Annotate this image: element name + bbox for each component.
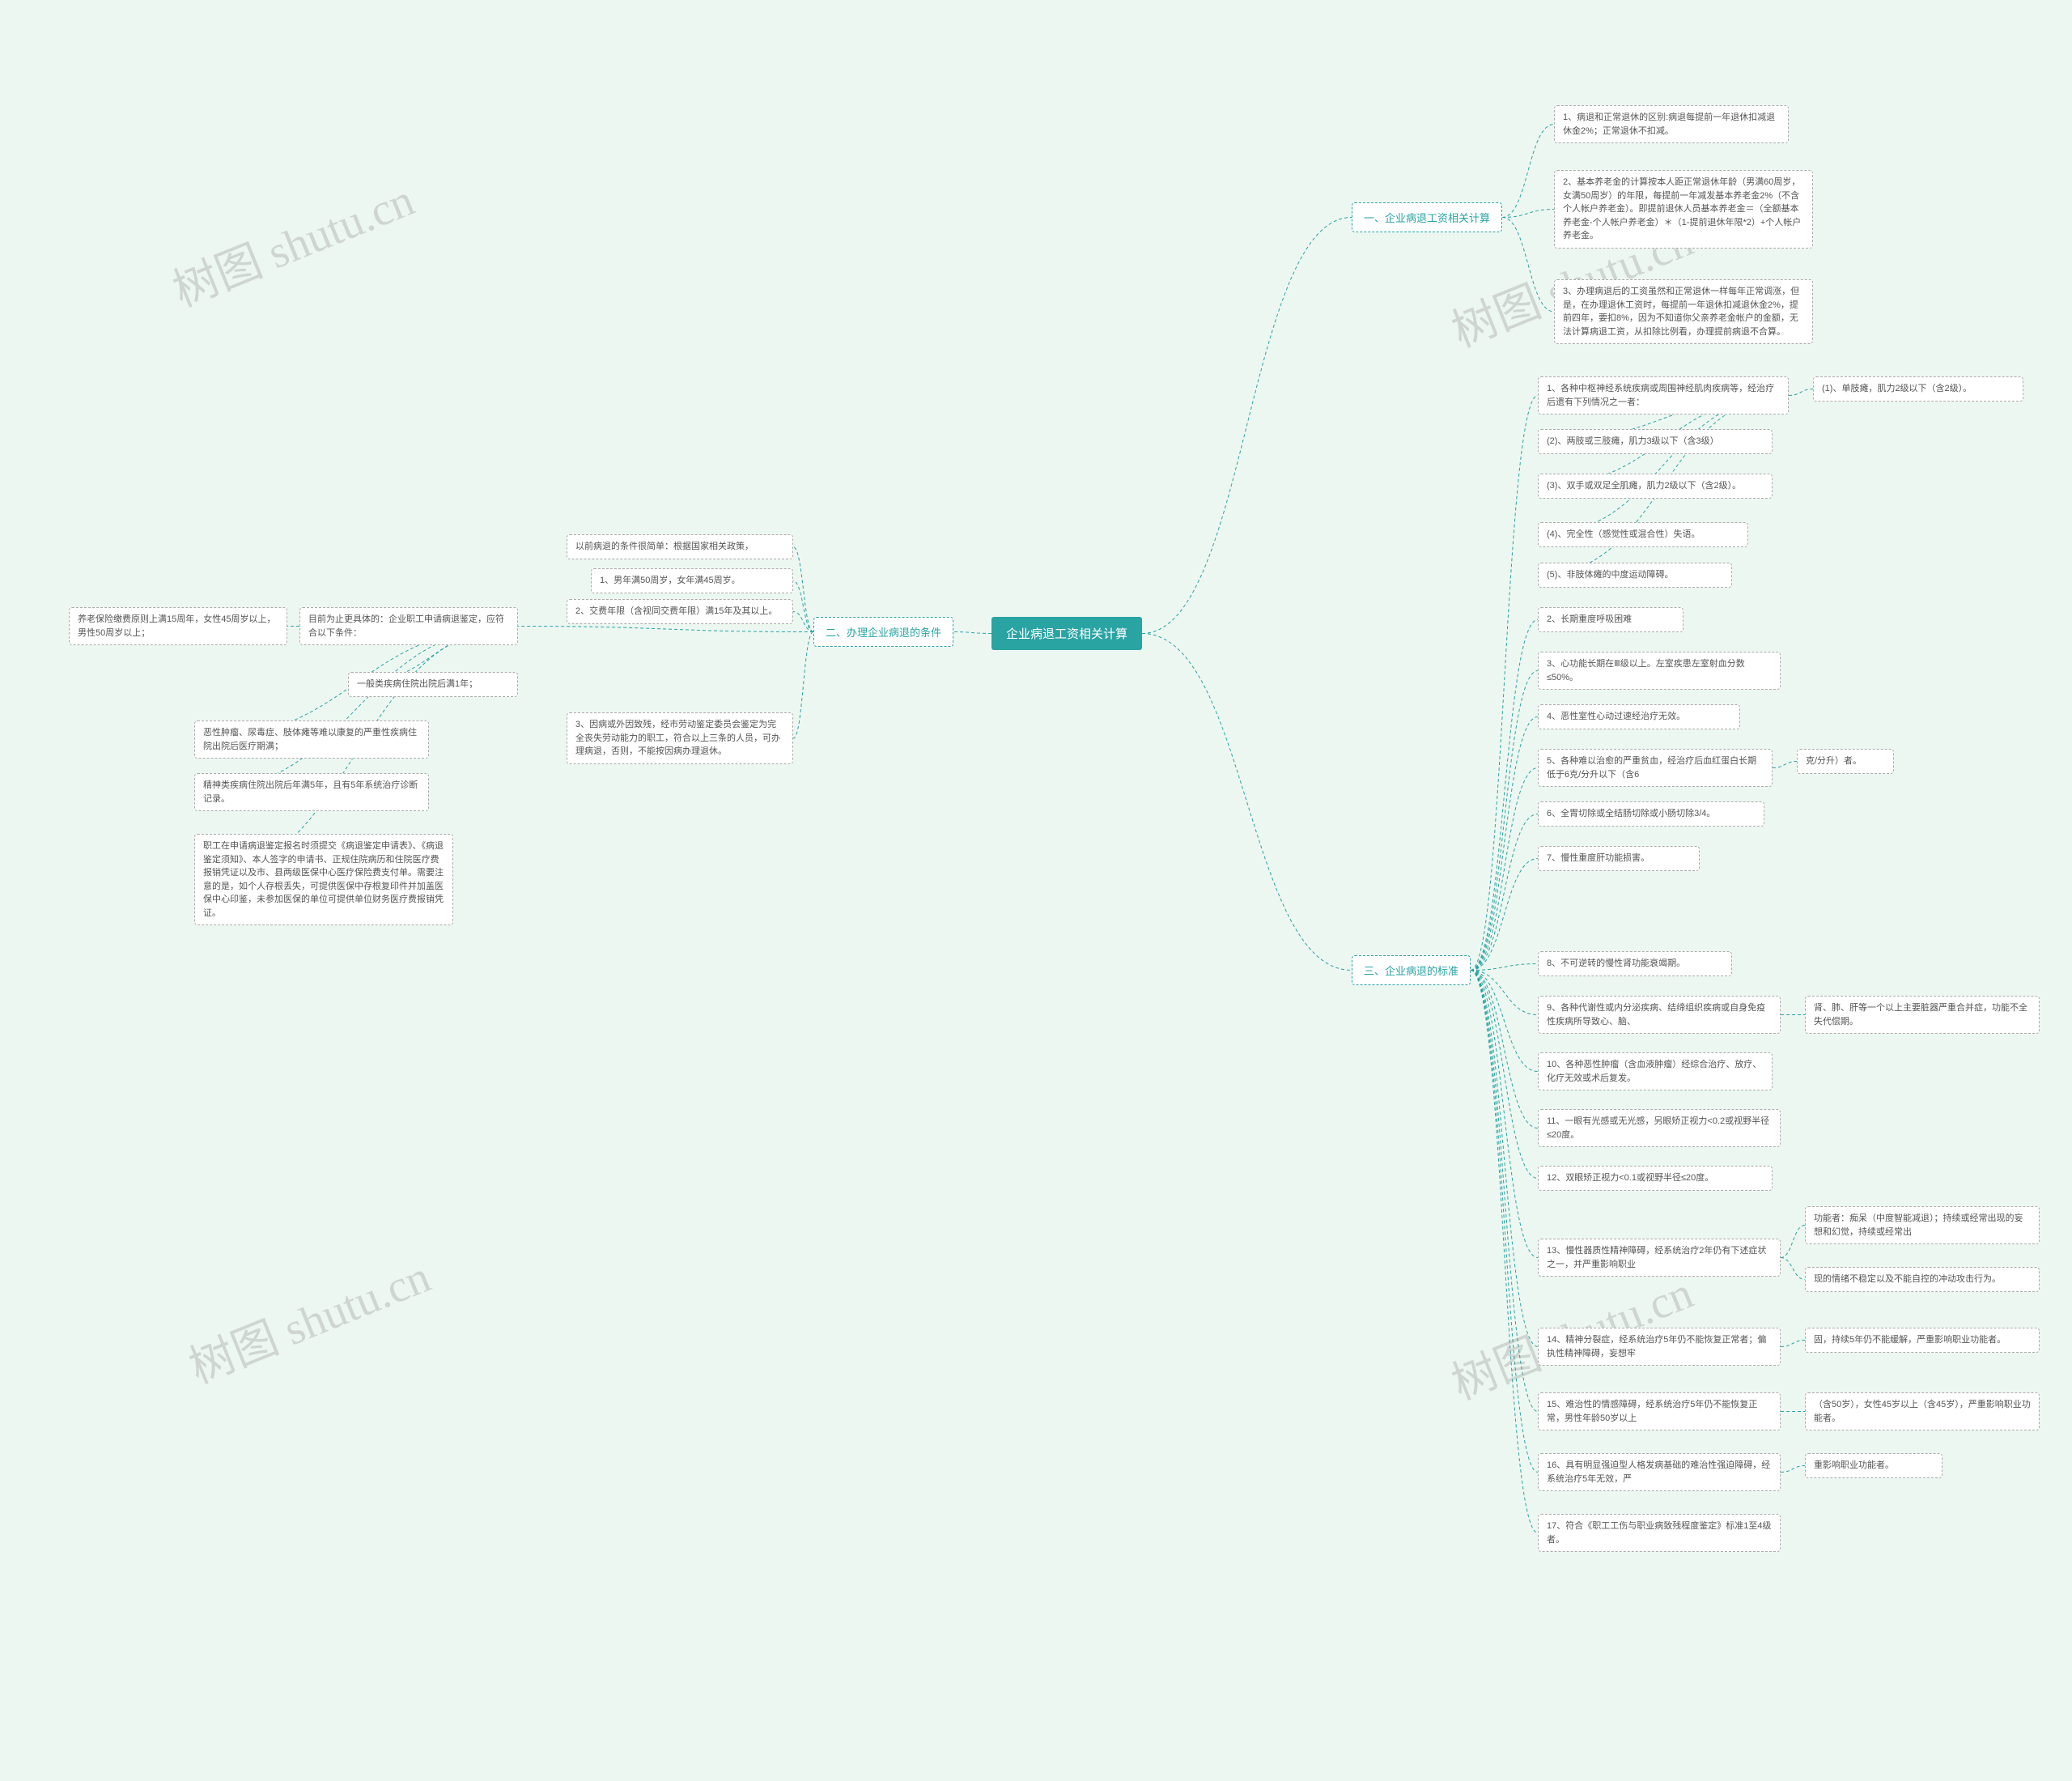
leaf-node: 16、具有明显强迫型人格发病基础的难治性强迫障碍，经系统治疗5年无效，严 xyxy=(1538,1453,1781,1491)
leaf-node: 5、各种难以治愈的严重贫血，经治疗后血红蛋白长期低于6克/分升以下（含6 xyxy=(1538,749,1773,787)
leaf-node: 6、全胃切除或全结肠切除或小肠切除3/4。 xyxy=(1538,801,1764,827)
leaf-node: 12、双眼矫正视力<0.1或视野半径≤20度。 xyxy=(1538,1166,1773,1191)
leaf-node: 目前为止更具体的：企业职工申请病退鉴定，应符合以下条件： xyxy=(299,607,518,645)
leaf-node: 固，持续5年仍不能缓解，严重影响职业功能者。 xyxy=(1805,1328,2040,1353)
leaf-node: 3、办理病退后的工资虽然和正常退休一样每年正常调涨，但是，在办理退休工资时，每提… xyxy=(1554,279,1813,344)
leaf-node: 功能者：痴呆（中度智能减退）；持续或经常出现的妄想和幻觉，持续或经常出 xyxy=(1805,1206,2040,1244)
branch-node: 二、办理企业病退的条件 xyxy=(813,617,953,647)
leaf-node: 精神类疾病住院出院后年满5年，且有5年系统治疗诊断记录。 xyxy=(194,773,429,811)
leaf-node: 养老保险缴费原则上满15周年，女性45周岁以上，男性50周岁以上； xyxy=(69,607,287,645)
leaf-node: 17、符合《职工工伤与职业病致残程度鉴定》标准1至4级者。 xyxy=(1538,1514,1781,1552)
leaf-node: 2、长期重度呼吸困难 xyxy=(1538,607,1684,632)
leaf-node: 13、慢性器质性精神障碍，经系统治疗2年仍有下述症状之一，并严重影响职业 xyxy=(1538,1239,1781,1277)
leaf-node: (4)、完全性（感觉性或混合性）失语。 xyxy=(1538,522,1748,547)
leaf-node: 15、难治性的情感障碍，经系统治疗5年仍不能恢复正常，男性年龄50岁以上 xyxy=(1538,1392,1781,1430)
leaf-node: 8、不可逆转的慢性肾功能衰竭期。 xyxy=(1538,951,1732,976)
leaf-node: 3、心功能长期在Ⅲ级以上。左室疾患左室射血分数≤50%。 xyxy=(1538,652,1781,690)
leaf-node: 1、病退和正常退休的区别:病退每提前一年退休扣减退休金2%；正常退休不扣减。 xyxy=(1554,105,1789,143)
leaf-node: 4、恶性室性心动过速经治疗无效。 xyxy=(1538,704,1740,729)
leaf-node: 1、各种中枢神经系统疾病或周围神经肌肉疾病等，经治疗后遗有下列情况之一者： xyxy=(1538,376,1789,414)
leaf-node: 11、一眼有光感或无光感，另眼矫正视力<0.2或视野半径≤20度。 xyxy=(1538,1109,1781,1147)
leaf-node: 一般类疾病住院出院后满1年； xyxy=(348,672,518,697)
leaf-node: 7、慢性重度肝功能损害。 xyxy=(1538,846,1700,871)
branch-node: 一、企业病退工资相关计算 xyxy=(1352,202,1502,232)
leaf-node: (2)、两肢或三肢瘫，肌力3级以下（含3级） xyxy=(1538,429,1773,454)
leaf-node: 14、精神分裂症，经系统治疗5年仍不能恢复正常者；偏执性精神障碍，妄想牢 xyxy=(1538,1328,1781,1366)
leaf-node: 重影响职业功能者。 xyxy=(1805,1453,1942,1478)
leaf-node: 克/分升）者。 xyxy=(1797,749,1894,774)
leaf-node: （含50岁），女性45岁以上（含45岁），严重影响职业功能者。 xyxy=(1805,1392,2040,1430)
leaf-node: 3、因病或外因致残，经市劳动鉴定委员会鉴定为完全丧失劳动能力的职工，符合以上三条… xyxy=(567,712,793,764)
leaf-node: (1)、单肢瘫，肌力2级以下（含2级）。 xyxy=(1813,376,2023,402)
leaf-node: 10、各种恶性肿瘤（含血液肿瘤）经综合治疗、放疗、化疗无效或术后复发。 xyxy=(1538,1052,1773,1090)
leaf-node: 1、男年满50周岁，女年满45周岁。 xyxy=(591,568,793,593)
leaf-node: (5)、非肢体瘫的中度运动障碍。 xyxy=(1538,563,1732,588)
leaf-node: (3)、双手或双足全肌瘫，肌力2级以下（含2级）。 xyxy=(1538,474,1773,499)
leaf-node: 2、交费年限（含视同交费年限）满15年及其以上。 xyxy=(567,599,793,624)
root-node: 企业病退工资相关计算 xyxy=(991,617,1142,650)
leaf-node: 以前病退的条件很简单：根据国家相关政策， xyxy=(567,534,793,559)
leaf-node: 现的情绪不稳定以及不能自控的冲动攻击行为。 xyxy=(1805,1267,2040,1292)
leaf-node: 恶性肿瘤、尿毒症、肢体瘫等难以康复的严重性疾病住院出院后医疗期满； xyxy=(194,720,429,759)
branch-node: 三、企业病退的标准 xyxy=(1352,955,1471,985)
leaf-node: 9、各种代谢性或内分泌疾病、结缔组织疾病或自身免疫性疾病所导致心、脑、 xyxy=(1538,996,1781,1034)
leaf-node: 2、基本养老金的计算按本人距正常退休年龄（男满60周岁，女满50周岁）的年限，每… xyxy=(1554,170,1813,249)
leaf-node: 肾、肺、肝等一个以上主要脏器严重合并症，功能不全失代偿期。 xyxy=(1805,996,2040,1034)
leaf-node: 职工在申请病退鉴定报名时须提交《病退鉴定申请表》、《病退鉴定须知》、本人签字的申… xyxy=(194,834,453,925)
